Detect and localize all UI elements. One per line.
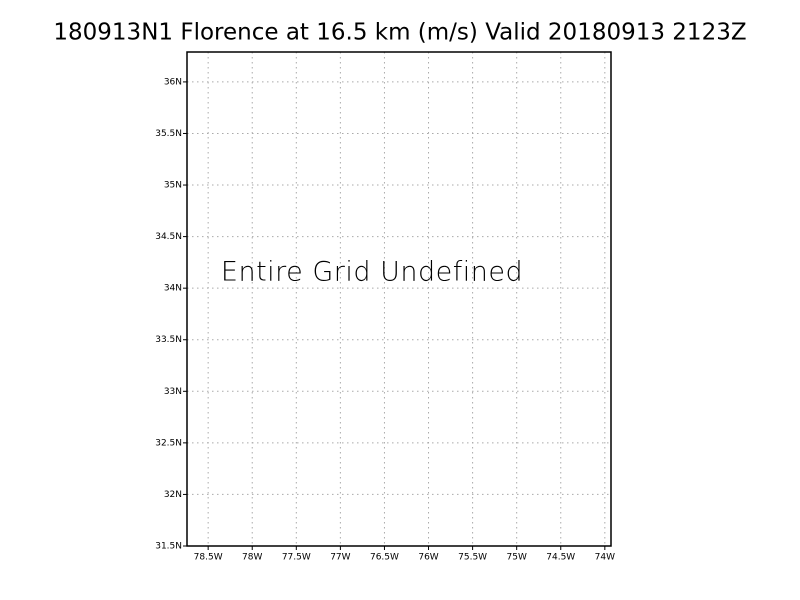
x-tick-label: 76W — [418, 553, 438, 563]
y-tick-label: 34.5N — [155, 232, 182, 242]
y-tick-label: 35N — [164, 181, 182, 191]
y-tick-label: 36N — [164, 77, 182, 87]
y-tick-label: 34N — [164, 284, 182, 294]
y-tick-label: 35.5N — [155, 129, 182, 139]
x-tick-label: 77W — [330, 553, 350, 563]
x-tick-label: 78.5W — [194, 553, 223, 563]
plot-frame — [186, 51, 612, 547]
x-tick-label: 76.5W — [370, 553, 399, 563]
y-tick-label: 33N — [164, 387, 182, 397]
x-tick-label: 74W — [595, 553, 615, 563]
annotation: Entire Grid Undefined — [221, 257, 523, 288]
y-tick-label: 32N — [164, 490, 182, 500]
y-tick-label: 33.5N — [155, 335, 182, 345]
x-tick-label: 78W — [242, 553, 262, 563]
x-tick-label: 75W — [507, 553, 527, 563]
y-tick-label: 32.5N — [155, 438, 182, 448]
y-tick-label: 31.5N — [155, 542, 182, 552]
x-tick-label: 74.5W — [546, 553, 575, 563]
chart-title: 180913N1 Florence at 16.5 km (m/s) Valid… — [53, 20, 746, 46]
x-tick-label: 77.5W — [282, 553, 311, 563]
x-tick-label: 75.5W — [458, 553, 487, 563]
